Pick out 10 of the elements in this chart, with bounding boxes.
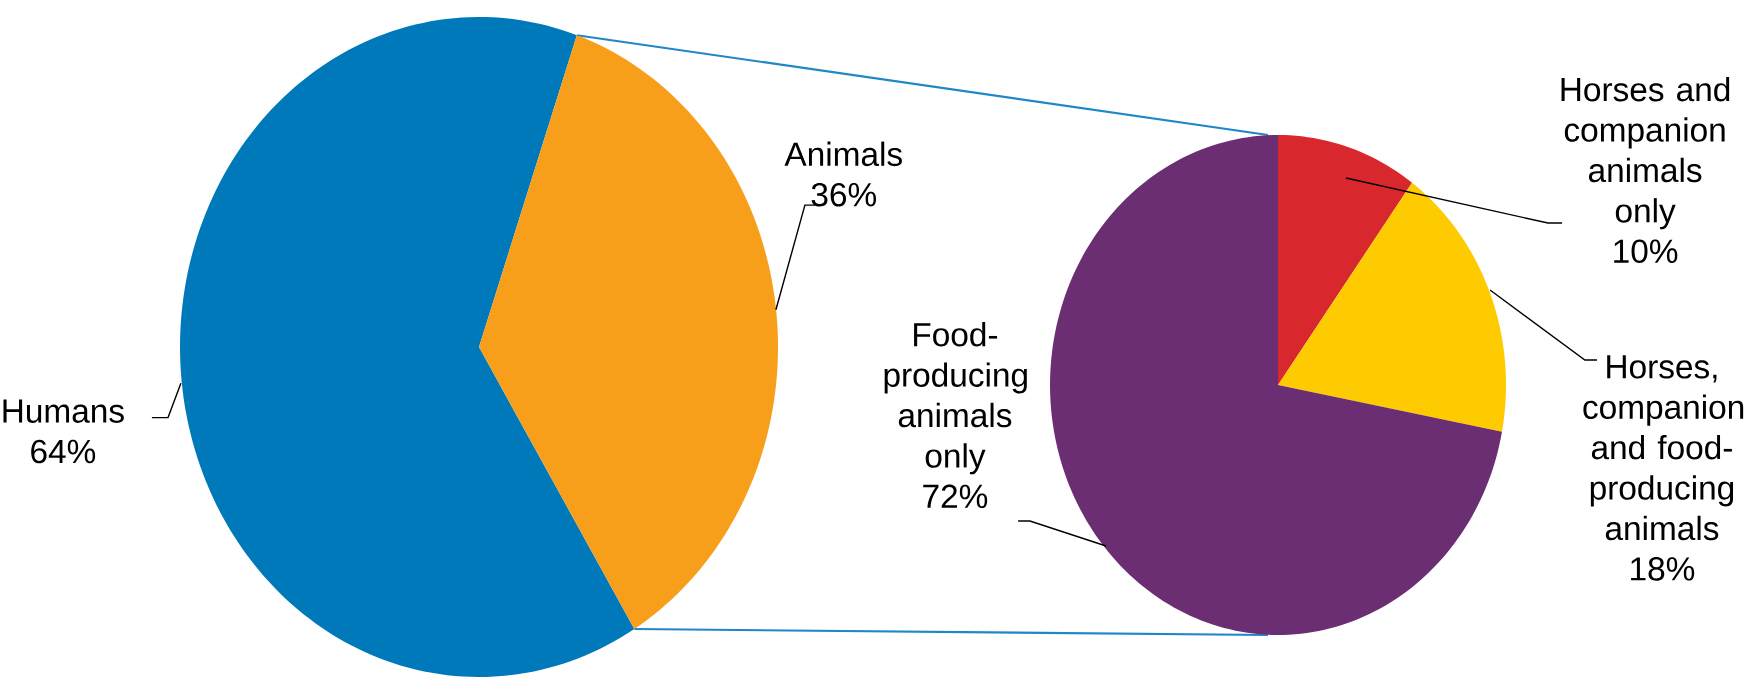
slice-label: Horses and companion animals only xyxy=(1561,76,1730,230)
data-label: 36% xyxy=(811,182,876,207)
data-label: 10% xyxy=(1614,239,1678,264)
data-label: 64% xyxy=(31,439,96,464)
slice-label: Animals xyxy=(784,141,902,167)
slice-label: Horses, companion and food-producing animals xyxy=(1583,355,1744,541)
data-label: 72% xyxy=(923,484,988,509)
slice-label: Humans xyxy=(3,399,124,423)
data-label: 18% xyxy=(1631,557,1695,581)
slice-label: Food-producing animals only xyxy=(884,321,1027,475)
